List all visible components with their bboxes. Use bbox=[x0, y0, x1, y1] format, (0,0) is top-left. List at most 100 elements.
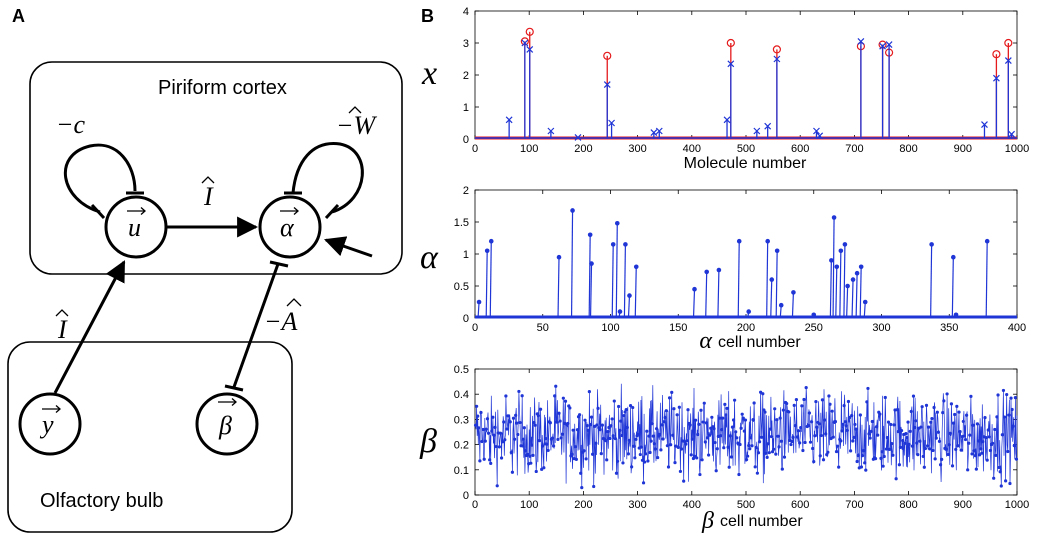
beta-point bbox=[752, 401, 756, 405]
beta-point bbox=[570, 452, 574, 456]
beta-point bbox=[528, 454, 532, 458]
beta-point bbox=[817, 422, 821, 426]
beta-point bbox=[631, 405, 635, 410]
beta-point bbox=[886, 420, 891, 424]
beta-point bbox=[908, 429, 912, 434]
beta-point bbox=[641, 481, 646, 485]
beta-point bbox=[632, 444, 636, 448]
beta-point bbox=[925, 444, 930, 448]
beta-point bbox=[490, 429, 494, 433]
beta-point bbox=[934, 436, 938, 440]
beta-point bbox=[473, 423, 478, 427]
edge-self-inhibition-alpha bbox=[284, 142, 364, 220]
beta-point bbox=[793, 423, 797, 428]
beta-point bbox=[812, 460, 816, 464]
beta-point bbox=[548, 421, 552, 425]
beta-point bbox=[611, 434, 615, 438]
panel-b-label: B bbox=[421, 6, 434, 26]
beta-point bbox=[638, 452, 642, 457]
spike bbox=[829, 260, 832, 319]
beta-point bbox=[509, 450, 513, 455]
beta-point bbox=[789, 442, 793, 447]
spike-point bbox=[617, 309, 623, 314]
beta-point bbox=[585, 424, 589, 428]
beta-point bbox=[615, 459, 620, 463]
beta-point bbox=[819, 433, 823, 438]
beta-point bbox=[559, 436, 563, 440]
beta-point bbox=[486, 431, 491, 435]
beta-point bbox=[775, 418, 779, 422]
x-tick-label: 400 bbox=[1008, 322, 1026, 334]
beta-point bbox=[997, 465, 1001, 470]
beta-point bbox=[787, 410, 791, 414]
beta-point bbox=[703, 440, 707, 444]
beta-point bbox=[907, 442, 911, 446]
beta-point bbox=[566, 421, 570, 426]
beta-point bbox=[889, 422, 893, 427]
beta-point bbox=[922, 465, 926, 469]
spike-point bbox=[627, 293, 632, 298]
beta-point bbox=[760, 435, 764, 439]
x-tick-label: 600 bbox=[791, 499, 809, 511]
spike bbox=[775, 250, 778, 319]
beta-point bbox=[799, 426, 803, 430]
beta-point bbox=[626, 452, 630, 456]
beta-point bbox=[946, 452, 950, 457]
beta-point bbox=[802, 397, 806, 402]
spike bbox=[859, 266, 862, 319]
beta-point bbox=[604, 439, 608, 443]
beta-point bbox=[730, 425, 735, 429]
spike bbox=[570, 210, 574, 319]
beta-point bbox=[940, 457, 944, 461]
beta-point bbox=[582, 449, 586, 453]
beta-point bbox=[743, 418, 748, 422]
plot-beta-ylabel: β bbox=[419, 423, 437, 460]
y-tick-label: 4 bbox=[463, 6, 469, 18]
beta-point bbox=[715, 447, 719, 451]
beta-point bbox=[522, 426, 526, 430]
beta-point bbox=[648, 450, 652, 455]
beta-point bbox=[501, 440, 505, 444]
beta-point bbox=[984, 436, 988, 440]
spike-point bbox=[610, 242, 616, 247]
edge-I-top-label: I bbox=[203, 182, 214, 211]
beta-point bbox=[921, 454, 925, 459]
beta-point bbox=[742, 429, 746, 433]
beta-point bbox=[662, 420, 666, 424]
beta-point bbox=[568, 406, 572, 410]
node-u: u bbox=[104, 195, 168, 259]
beta-point bbox=[723, 402, 727, 406]
beta-point bbox=[690, 437, 694, 441]
beta-point bbox=[506, 414, 510, 418]
spike-point bbox=[862, 299, 868, 305]
beta-point bbox=[554, 384, 558, 388]
beta-point bbox=[879, 456, 883, 460]
spike-point bbox=[484, 248, 490, 254]
beta-point bbox=[764, 451, 768, 455]
beta-point bbox=[986, 428, 990, 432]
edge-alpha-beta bbox=[224, 260, 289, 392]
beta-point bbox=[630, 465, 634, 469]
beta-point bbox=[498, 431, 503, 435]
beta-point bbox=[575, 428, 580, 432]
beta-point bbox=[763, 410, 767, 414]
beta-point bbox=[610, 417, 614, 421]
spike bbox=[589, 263, 593, 319]
beta-point bbox=[573, 445, 577, 449]
beta-point bbox=[729, 455, 733, 459]
beta-point bbox=[1005, 392, 1009, 397]
beta-point bbox=[936, 430, 941, 434]
beta-point bbox=[584, 457, 588, 461]
beta-point bbox=[969, 394, 973, 398]
spike bbox=[791, 292, 795, 319]
beta-point bbox=[621, 461, 625, 465]
spike bbox=[623, 244, 627, 319]
beta-point bbox=[950, 464, 955, 468]
spike-point bbox=[570, 208, 575, 213]
cross-point bbox=[526, 45, 534, 53]
beta-point bbox=[571, 428, 575, 432]
plot-beta-xlabel-symbol: β bbox=[701, 508, 714, 534]
beta-point bbox=[815, 425, 819, 429]
beta-point bbox=[906, 420, 910, 424]
beta-point bbox=[945, 392, 949, 396]
